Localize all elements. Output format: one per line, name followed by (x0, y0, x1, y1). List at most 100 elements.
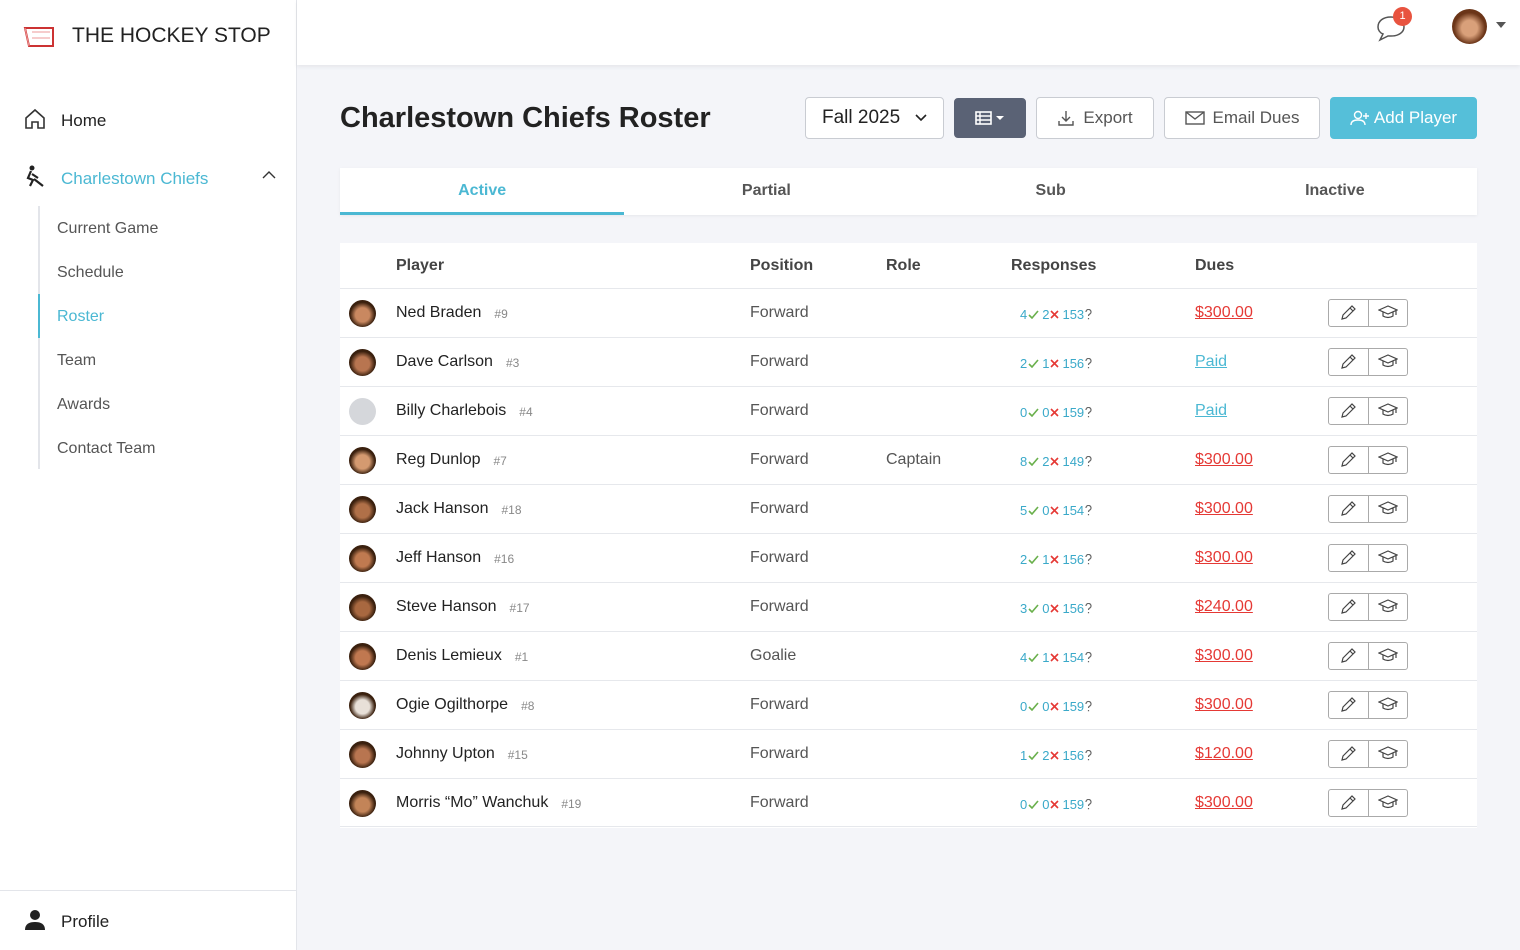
email-button[interactable]: Email Dues (1164, 97, 1320, 139)
dues[interactable]: $300.00 (1195, 549, 1253, 566)
no-count: 1 (1042, 650, 1050, 665)
dues[interactable]: $300.00 (1195, 500, 1253, 517)
subnav-item[interactable]: Current Game (57, 220, 159, 237)
tab[interactable]: Inactive (1305, 182, 1365, 199)
graduate-button[interactable] (1367, 349, 1408, 375)
subnav-item[interactable]: Contact Team (57, 440, 156, 457)
no-count: 0 (1042, 699, 1050, 714)
edit-button[interactable] (1329, 594, 1368, 620)
yes-count: 2 (1020, 356, 1028, 371)
no-count: 0 (1042, 405, 1050, 420)
player-name[interactable]: Johnny Upton (396, 745, 495, 762)
x-icon-svg (1050, 310, 1060, 319)
graduate-button-svg (1377, 599, 1398, 613)
x-icon-svg (1050, 604, 1060, 613)
graduate-button[interactable] (1367, 300, 1408, 326)
column-header: Position (750, 257, 814, 274)
dues[interactable]: $240.00 (1195, 598, 1253, 615)
player-avatar (349, 594, 376, 621)
view-toggle[interactable] (954, 98, 1026, 138)
edit-button[interactable] (1329, 643, 1368, 669)
nav-home[interactable]: Home (61, 111, 107, 130)
unknown-count: 159 (1062, 405, 1085, 420)
user-avatar[interactable] (1452, 9, 1487, 44)
player-name[interactable]: Morris “Mo” Wanchuk (396, 794, 549, 811)
dues[interactable]: $300.00 (1195, 794, 1253, 811)
x-icon-svg (1050, 408, 1060, 417)
dues[interactable]: $300.00 (1195, 647, 1253, 664)
edit-button[interactable] (1329, 300, 1368, 326)
edit-button[interactable] (1329, 545, 1368, 571)
x-icon (1049, 408, 1062, 417)
x-icon (1049, 359, 1062, 368)
graduate-button[interactable] (1367, 447, 1408, 473)
add-button[interactable]: Add Player (1330, 97, 1477, 139)
player-name[interactable]: Denis Lemieux (396, 647, 502, 664)
dues[interactable]: Paid (1195, 353, 1228, 370)
email-label: Email Dues (1212, 108, 1300, 127)
player-name[interactable]: Jack Hanson (396, 500, 489, 517)
player-name[interactable]: Steve Hanson (396, 598, 497, 615)
player-name[interactable]: Reg Dunlop (396, 451, 481, 468)
question-icon-svg (1085, 309, 1092, 320)
subnav-item[interactable]: Team (57, 352, 97, 369)
responses: 3 0 156 (1020, 601, 1095, 616)
export-button[interactable]: Export (1036, 97, 1154, 139)
subnav-item[interactable]: Awards (57, 396, 111, 413)
table-row: Jeff Hanson #16 Forward 2 1 156 $300.00 (340, 533, 1477, 582)
graduate-button[interactable] (1367, 741, 1408, 767)
edit-button[interactable] (1329, 496, 1368, 522)
player-avatar (349, 545, 376, 572)
row-actions (1328, 299, 1408, 327)
graduate-button[interactable] (1367, 643, 1408, 669)
edit-button[interactable] (1329, 398, 1368, 424)
edit-button[interactable] (1329, 790, 1368, 816)
question-icon-svg (1085, 603, 1092, 614)
dues[interactable]: Paid (1195, 402, 1228, 419)
season-select[interactable]: Fall 2025 (805, 97, 944, 139)
x-icon-svg (1050, 653, 1060, 662)
collapse-icon[interactable] (262, 170, 276, 180)
dues[interactable]: $300.00 (1195, 451, 1253, 468)
table-row: Denis Lemieux #1 Goalie 4 1 154 $300.00 (340, 631, 1477, 680)
edit-button[interactable] (1329, 447, 1368, 473)
subnav-item[interactable]: Schedule (57, 264, 124, 281)
edit-button[interactable] (1329, 349, 1368, 375)
edit-button[interactable] (1329, 692, 1368, 718)
dues[interactable]: $300.00 (1195, 696, 1253, 713)
player-name[interactable]: Dave Carlson (396, 353, 493, 370)
player-name[interactable]: Ogie Ogilthorpe (396, 696, 509, 713)
sidebar: THE HOCKEY STOP Home Charlestown Chiefs … (0, 0, 297, 950)
nav-team[interactable]: Charlestown Chiefs (61, 169, 209, 188)
subnav-item[interactable]: Roster (57, 308, 105, 325)
graduate-button-svg (1377, 746, 1398, 760)
player-name[interactable]: Billy Charlebois (396, 402, 507, 419)
user-caret[interactable] (1496, 22, 1506, 28)
check-icon-svg (1028, 555, 1039, 564)
x-icon (1049, 800, 1062, 809)
graduate-button[interactable] (1367, 398, 1408, 424)
question-icon (1084, 505, 1095, 516)
graduate-button[interactable] (1367, 545, 1408, 571)
responses: 2 1 156 (1020, 356, 1095, 371)
player-name[interactable]: Ned Braden (396, 304, 482, 321)
graduate-button[interactable] (1367, 790, 1408, 816)
tab[interactable]: Sub (1035, 182, 1066, 199)
check-icon (1027, 359, 1042, 368)
graduate-button[interactable] (1367, 594, 1408, 620)
player-avatar (349, 692, 376, 719)
notification-badge: 1 (1393, 7, 1412, 26)
dues[interactable]: $300.00 (1195, 304, 1253, 321)
yes-count: 2 (1020, 552, 1028, 567)
graduate-button[interactable] (1367, 692, 1408, 718)
tab[interactable]: Partial (741, 182, 791, 199)
graduate-button[interactable] (1367, 496, 1408, 522)
row-actions (1328, 642, 1408, 670)
dues[interactable]: $120.00 (1195, 745, 1253, 762)
edit-button-svg (1341, 599, 1357, 614)
nav-profile[interactable]: Profile (61, 912, 110, 931)
edit-button[interactable] (1329, 741, 1368, 767)
check-icon-svg (1028, 653, 1039, 662)
tab[interactable]: Active (340, 168, 625, 215)
player-name[interactable]: Jeff Hanson (396, 549, 482, 566)
